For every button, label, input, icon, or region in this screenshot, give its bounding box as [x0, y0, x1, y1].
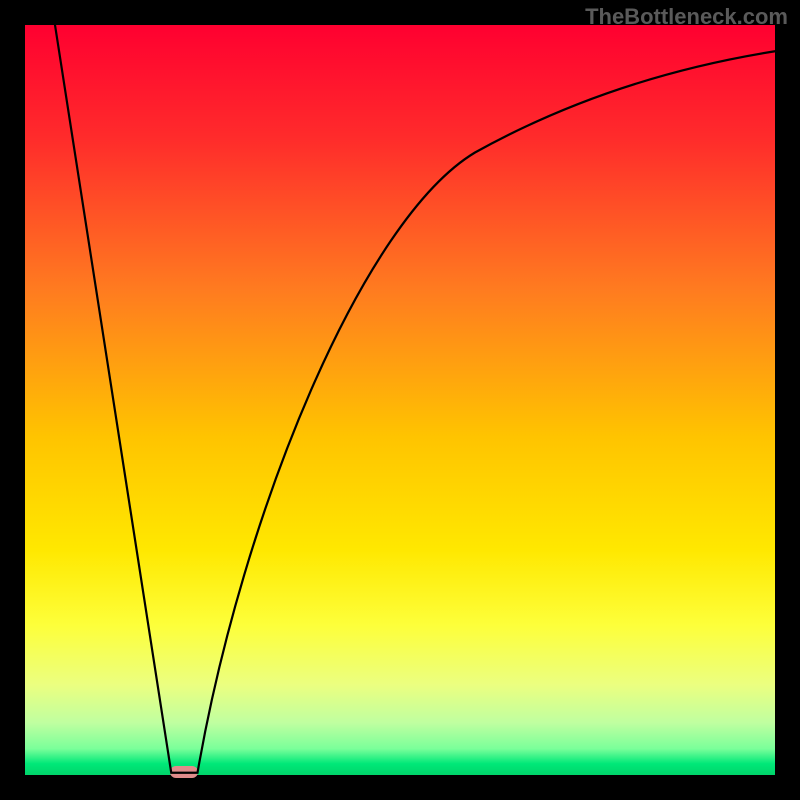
chart-background: [25, 25, 775, 775]
chart-container: TheBottleneck.com: [0, 0, 800, 800]
watermark-text: TheBottleneck.com: [585, 4, 788, 30]
bottleneck-chart: [0, 0, 800, 800]
